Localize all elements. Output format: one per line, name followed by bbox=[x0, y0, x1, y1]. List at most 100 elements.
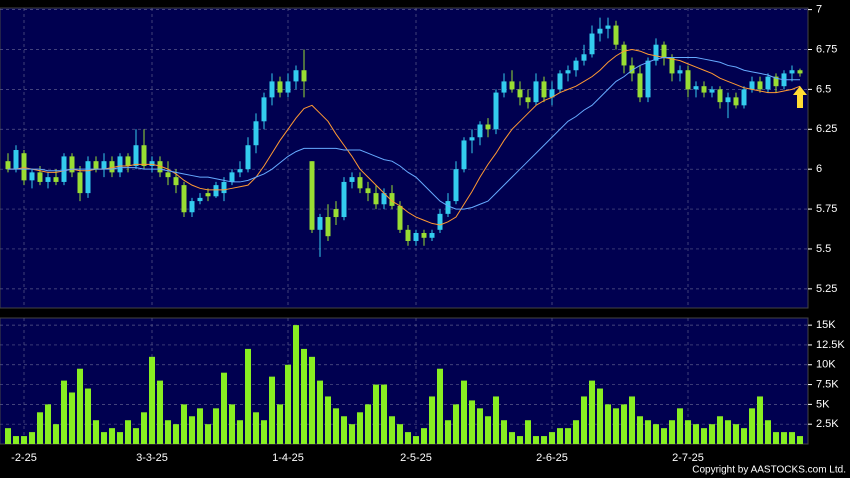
candle-body bbox=[397, 205, 403, 230]
y-tick-label: 6.5 bbox=[816, 83, 831, 95]
volume-bar bbox=[605, 404, 611, 444]
candle-body bbox=[301, 70, 307, 82]
volume-bar bbox=[477, 408, 483, 444]
candle-body bbox=[533, 81, 539, 103]
candle-body bbox=[629, 65, 635, 74]
volume-bar bbox=[277, 404, 283, 444]
volume-bar bbox=[493, 396, 499, 444]
candle-body bbox=[637, 73, 643, 98]
volume-bar bbox=[373, 384, 379, 444]
volume-bar bbox=[181, 404, 187, 444]
volume-bar bbox=[397, 424, 403, 444]
candle-body bbox=[93, 161, 99, 170]
volume-bar bbox=[709, 424, 715, 444]
volume-bar bbox=[445, 420, 451, 444]
volume-bar bbox=[237, 420, 243, 444]
candle-body bbox=[733, 97, 739, 106]
candle-body bbox=[589, 33, 595, 55]
y-tick-label: 2.5K bbox=[816, 418, 839, 430]
y-tick-label: 6.75 bbox=[816, 43, 837, 55]
candle-body bbox=[245, 145, 251, 170]
candle-body bbox=[773, 76, 779, 87]
volume-bar bbox=[589, 380, 595, 444]
candle-body bbox=[229, 172, 235, 182]
volume-bar bbox=[61, 380, 67, 444]
volume-bar bbox=[333, 408, 339, 444]
candle-body bbox=[493, 92, 499, 130]
candle-body bbox=[117, 156, 123, 173]
candle-body bbox=[685, 70, 691, 90]
x-tick-label: -2-25 bbox=[11, 452, 37, 464]
volume-bar bbox=[117, 432, 123, 444]
candle-body bbox=[549, 89, 555, 98]
candle-body bbox=[173, 177, 179, 186]
volume-bar bbox=[413, 436, 419, 444]
candle-body bbox=[261, 97, 267, 122]
volume-bar bbox=[717, 416, 723, 444]
volume-bar bbox=[429, 396, 435, 444]
volume-bar bbox=[365, 404, 371, 444]
y-tick-label: 5.25 bbox=[816, 283, 837, 295]
candle-body bbox=[797, 70, 803, 74]
volume-bar bbox=[93, 420, 99, 444]
volume-bar bbox=[501, 420, 507, 444]
volume-bar bbox=[621, 404, 627, 444]
candle-body bbox=[269, 81, 275, 98]
volume-bar bbox=[125, 420, 131, 444]
candle-body bbox=[213, 185, 219, 197]
volume-bar bbox=[573, 420, 579, 444]
volume-bar bbox=[389, 416, 395, 444]
volume-bar bbox=[269, 376, 275, 444]
candle-body bbox=[53, 177, 59, 182]
volume-bar bbox=[797, 436, 803, 444]
volume-bar bbox=[741, 428, 747, 444]
candle-body bbox=[477, 124, 483, 138]
volume-bar bbox=[53, 424, 59, 444]
candle-body bbox=[61, 156, 67, 182]
y-tick-label: 12.5K bbox=[816, 339, 845, 351]
volume-bar bbox=[109, 428, 115, 444]
volume-bar bbox=[357, 412, 363, 444]
candle-body bbox=[309, 161, 315, 230]
volume-bar bbox=[749, 408, 755, 444]
candle-body bbox=[421, 233, 427, 238]
volume-bar bbox=[45, 404, 51, 444]
volume-bar bbox=[461, 380, 467, 444]
candle-body bbox=[189, 201, 195, 213]
candle-body bbox=[613, 25, 619, 45]
volume-bar bbox=[229, 404, 235, 444]
candle-body bbox=[485, 124, 491, 130]
volume-bar bbox=[509, 432, 515, 444]
candle-body bbox=[453, 169, 459, 202]
candle-body bbox=[701, 86, 707, 93]
volume-bar bbox=[77, 368, 83, 444]
candle-body bbox=[405, 229, 411, 241]
volume-bar bbox=[765, 420, 771, 444]
volume-bar bbox=[637, 416, 643, 444]
volume-bar bbox=[541, 436, 547, 444]
copyright: Copyright by AASTOCKS.com Ltd. bbox=[692, 465, 846, 476]
y-tick-label: 7.5K bbox=[816, 378, 839, 390]
volume-bar bbox=[469, 400, 475, 444]
candle-body bbox=[365, 188, 371, 194]
candle-body bbox=[109, 161, 115, 173]
candle-body bbox=[621, 44, 627, 66]
volume-bar bbox=[629, 396, 635, 444]
x-tick-label: 2-6-25 bbox=[536, 452, 568, 464]
candle-body bbox=[29, 172, 35, 181]
candle-body bbox=[445, 201, 451, 214]
candle-body bbox=[757, 81, 763, 90]
volume-bar bbox=[533, 436, 539, 444]
volume-bar bbox=[101, 432, 107, 444]
volume-bar bbox=[133, 428, 139, 444]
candle-body bbox=[141, 145, 147, 166]
candle-body bbox=[765, 76, 771, 90]
candle-body bbox=[677, 70, 683, 74]
candle-body bbox=[341, 181, 347, 218]
x-tick-label: 1-4-25 bbox=[272, 452, 304, 464]
volume-bar bbox=[653, 424, 659, 444]
candle-body bbox=[197, 197, 203, 202]
volume-bar bbox=[157, 380, 163, 444]
volume-bar bbox=[309, 356, 315, 444]
volume-bar bbox=[197, 408, 203, 444]
